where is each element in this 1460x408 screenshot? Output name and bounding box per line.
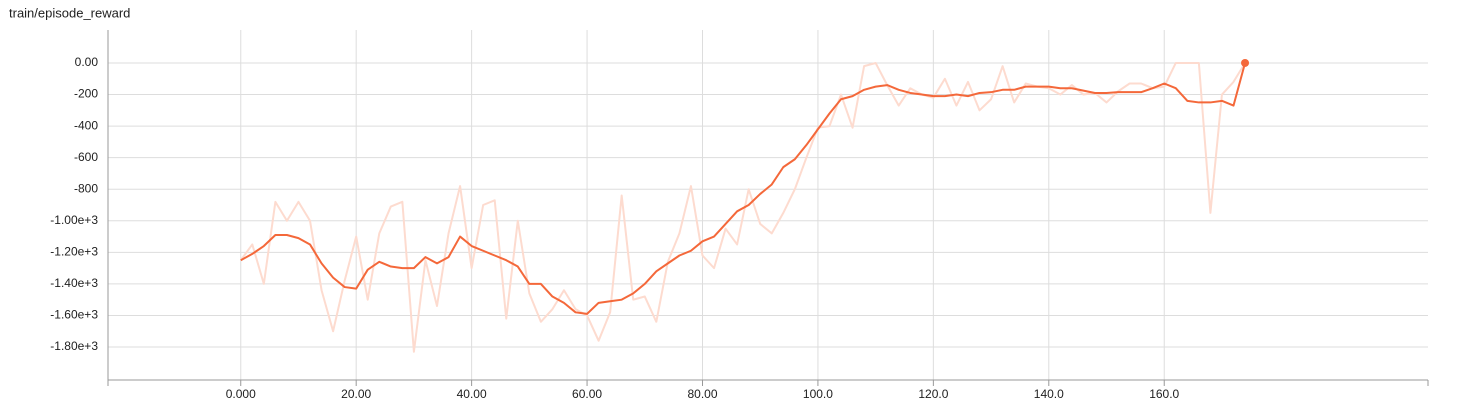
y-tick-label: -800 [74, 181, 98, 195]
y-tick-label: 0.00 [75, 55, 99, 69]
y-tick-label: -1.20e+3 [50, 245, 98, 259]
x-tick-label: 120.0 [918, 387, 948, 401]
x-tick-label: 60.00 [572, 387, 602, 401]
chart-title: train/episode_reward [9, 5, 130, 20]
x-tick-label: 140.0 [1034, 387, 1064, 401]
x-tick-label: 0.000 [226, 387, 256, 401]
x-tick-label: 100.0 [803, 387, 833, 401]
y-tick-label: -1.40e+3 [50, 276, 98, 290]
y-tick-label: -1.80e+3 [50, 339, 98, 353]
y-tick-label: -200 [74, 87, 98, 101]
x-tick-label: 160.0 [1149, 387, 1179, 401]
y-tick-label: -600 [74, 150, 98, 164]
series-line [240, 62, 1247, 315]
y-tick-label: -1.00e+3 [50, 213, 98, 227]
x-tick-label: 40.00 [457, 387, 487, 401]
end-point [1241, 58, 1250, 67]
x-tick-label: 20.00 [341, 387, 371, 401]
y-tick-label: -1.60e+3 [50, 308, 98, 322]
x-tick-label: 80.00 [687, 387, 717, 401]
y-tick-label: -400 [74, 118, 98, 132]
